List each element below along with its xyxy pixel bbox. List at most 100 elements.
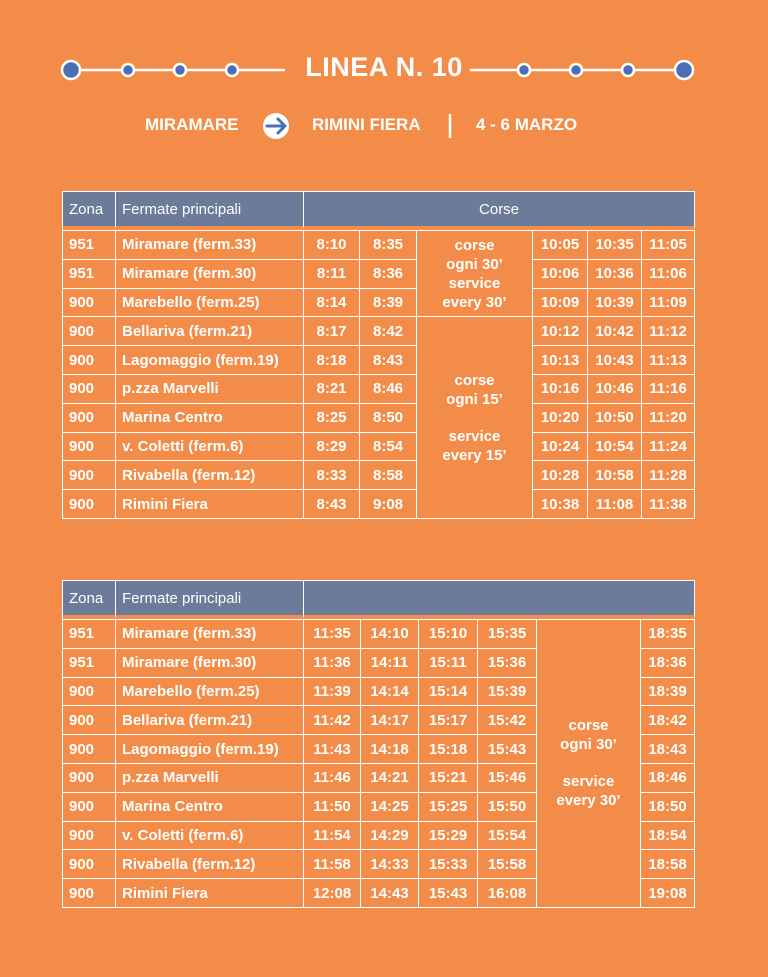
- time: 9:08: [360, 490, 417, 519]
- time: 8:36: [360, 259, 417, 289]
- time: 11:38: [642, 490, 696, 519]
- time: 8:54: [360, 432, 417, 462]
- time: 15:42: [478, 706, 537, 736]
- stop: Miramare (ferm.33): [116, 619, 304, 649]
- time: 8:42: [360, 317, 417, 347]
- stop: Marebello (ferm.25): [116, 677, 304, 707]
- time: 11:50: [304, 792, 361, 822]
- to: RIMINI FIERA: [312, 115, 421, 134]
- frequency-note: corse ogni 30’ service every 30’: [537, 619, 641, 908]
- stop: Bellariva (ferm.21): [116, 317, 304, 347]
- frequency-note: corse ogni 15’ service every 15’: [417, 317, 533, 519]
- time: 11:36: [304, 648, 361, 678]
- stop: Miramare (ferm.30): [116, 259, 304, 289]
- time: 15:43: [478, 735, 537, 764]
- note-line: ogni 30’: [446, 255, 503, 273]
- time: 15:35: [478, 619, 537, 649]
- header-cell: Fermate principali: [116, 192, 304, 230]
- time: 8:17: [304, 317, 360, 347]
- time: 11:20: [642, 403, 696, 433]
- row: 951 Miramare (ferm.30) 8:11 8:36 10:06 10:36 1…: [63, 259, 696, 289]
- time: 10:46: [588, 374, 642, 404]
- row: 900 Lagomaggio (ferm.19) 11:43 14:18 15:18 15…: [63, 735, 696, 764]
- time: 15:58: [478, 850, 537, 880]
- time: 11:39: [304, 677, 361, 707]
- zona: 900: [63, 346, 116, 375]
- title-decoration: [60, 59, 695, 139]
- time: 15:54: [478, 821, 537, 851]
- time: 8:14: [304, 288, 360, 318]
- row: 951 Miramare (ferm.30) 11:36 14:11 15:11 15:3…: [63, 648, 696, 678]
- time: 15:25: [419, 792, 478, 822]
- time: 10:50: [588, 403, 642, 433]
- row: 900 Lagomaggio (ferm.19) 8:18 8:43 10:13 10:4…: [63, 346, 696, 375]
- time: 12:08: [304, 879, 361, 908]
- header-cell: [304, 581, 696, 619]
- time: 11:08: [588, 490, 642, 519]
- time: 11:35: [304, 619, 361, 649]
- zona: 900: [63, 490, 116, 519]
- time: 10:54: [588, 432, 642, 462]
- stop: Rimini Fiera: [116, 879, 304, 908]
- row: 900 Bellariva (ferm.21) 11:42 14:17 15:17 15:…: [63, 706, 696, 736]
- zona: 900: [63, 735, 116, 764]
- time: 14:14: [361, 677, 419, 707]
- time: 18:58: [641, 850, 696, 880]
- arrow: [265, 117, 287, 135]
- time: 18:43: [641, 735, 696, 764]
- time: 10:43: [588, 346, 642, 375]
- note-line: ogni 30’: [560, 736, 617, 754]
- time: 8:39: [360, 288, 417, 318]
- time: 11:46: [304, 763, 361, 793]
- time: 14:10: [361, 619, 419, 649]
- stop: Marina Centro: [116, 403, 304, 433]
- header-cell: Fermate principali: [116, 581, 304, 619]
- time: 10:20: [533, 403, 588, 433]
- time: 15:33: [419, 850, 478, 880]
- time: 18:39: [641, 677, 696, 707]
- time: 8:11: [304, 259, 360, 289]
- zona: 900: [63, 706, 116, 736]
- frequency-note: corse ogni 30’ service every 30’: [417, 230, 533, 318]
- time: 18:50: [641, 792, 696, 822]
- time: 15:36: [478, 648, 537, 678]
- time: 16:08: [478, 879, 537, 908]
- zona: 951: [63, 230, 116, 260]
- row: 951 Miramare (ferm.33) 11:35 14:10 15:10 15:3…: [63, 619, 696, 908]
- stop: Bellariva (ferm.21): [116, 706, 304, 736]
- time: 8:18: [304, 346, 360, 375]
- time: 11:54: [304, 821, 361, 851]
- stop: Miramare (ferm.33): [116, 230, 304, 260]
- row: 900 Rimini Fiera 8:43 9:08 10:38 11:08 11:38: [63, 490, 696, 519]
- time: 14:11: [361, 648, 419, 678]
- stop: Lagomaggio (ferm.19): [116, 346, 304, 375]
- stop: Rimini Fiera: [116, 490, 304, 519]
- time: 14:25: [361, 792, 419, 822]
- time: 11:42: [304, 706, 361, 736]
- time: 10:42: [588, 317, 642, 347]
- header-cell: Corse: [304, 192, 696, 230]
- time: 11:09: [642, 288, 696, 318]
- row: 900 Marebello (ferm.25) 8:14 8:39 10:09 10:39…: [63, 288, 696, 318]
- stop: Rivabella (ferm.12): [116, 850, 304, 880]
- time: 11:24: [642, 432, 696, 462]
- stop: v. Coletti (ferm.6): [116, 821, 304, 851]
- time: 8:25: [304, 403, 360, 433]
- stop: v. Coletti (ferm.6): [116, 432, 304, 462]
- route-dots: [60, 59, 695, 81]
- note-line: service: [448, 427, 501, 445]
- timetable: Zona Fermate principali 951 Miramare (ferm.…: [62, 580, 696, 908]
- time: 11:12: [642, 317, 696, 347]
- stop: p.zza Marvelli: [116, 763, 304, 793]
- time: 10:35: [588, 230, 642, 260]
- time: 11:05: [642, 230, 696, 260]
- time: 14:33: [361, 850, 419, 880]
- time: 10:28: [533, 461, 588, 491]
- time: 10:09: [533, 288, 588, 318]
- time: 15:29: [419, 821, 478, 851]
- row: 900 Rivabella (ferm.12) 8:33 8:58 10:28 10:58…: [63, 461, 696, 491]
- note-line: corse: [454, 236, 495, 254]
- note-line: corse: [568, 717, 609, 735]
- time: 14:43: [361, 879, 419, 908]
